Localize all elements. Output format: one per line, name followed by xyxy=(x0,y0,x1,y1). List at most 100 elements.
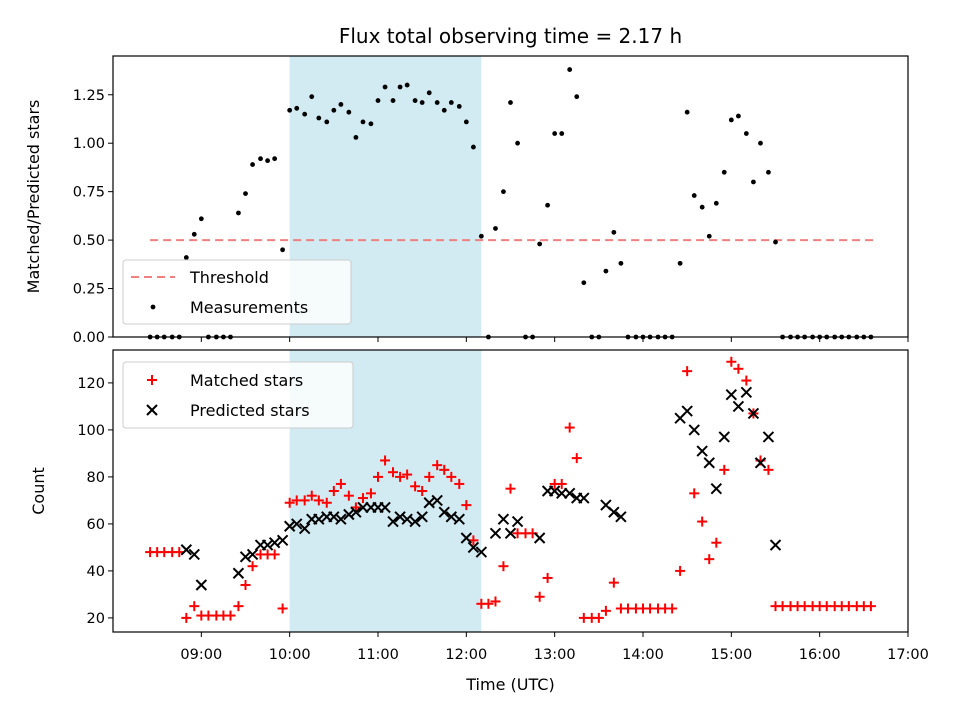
y-tick-label: 0.75 xyxy=(73,185,105,201)
x-axis-label: Time (UTC) xyxy=(465,675,554,694)
measurement-point xyxy=(265,158,270,164)
matched-star-point xyxy=(711,537,722,548)
measurement-point xyxy=(677,260,683,266)
y-tick-label: 120 xyxy=(77,376,105,392)
measurement-point xyxy=(183,255,189,260)
measurement-point xyxy=(501,189,506,195)
measurement-point xyxy=(280,247,285,253)
predicted-star-point xyxy=(703,457,715,469)
measurement-point xyxy=(258,156,263,162)
predicted-star-point xyxy=(696,445,708,457)
measurement-point xyxy=(426,90,432,96)
matched-star-point xyxy=(424,471,435,482)
predicted-star-point xyxy=(335,513,347,525)
threshold-legend-label: Threshold xyxy=(189,268,269,287)
matched-star-point xyxy=(556,478,567,489)
measurement-point xyxy=(390,98,396,103)
predicted-star-point xyxy=(431,494,443,507)
predicted-star-point xyxy=(246,548,259,561)
measurement-point xyxy=(434,100,440,105)
predicted-star-point xyxy=(291,518,303,530)
measurement-point xyxy=(728,117,734,123)
measurement-point xyxy=(412,98,418,103)
measurement-point xyxy=(243,191,248,196)
predicted-star-point xyxy=(453,513,465,525)
measurement-point xyxy=(316,115,322,121)
matched-star-point xyxy=(343,490,354,501)
x-tick-label: 13:00 xyxy=(534,647,576,663)
bottom-y-axis-label: Count xyxy=(29,467,48,515)
predicted-star-point xyxy=(268,536,281,549)
predicted-star-point xyxy=(195,579,208,591)
predicted-star-point xyxy=(688,424,700,436)
bottom-axes: 20 40 60 80 100 120 09:00 10:00 11:00 12:00 13:00… xyxy=(29,349,929,694)
predicted-star-point xyxy=(261,539,274,551)
predicted-star-point xyxy=(387,515,399,528)
predicted-star-point xyxy=(460,532,473,544)
matched-star-point xyxy=(741,375,752,386)
y-tick-label: 1.00 xyxy=(73,136,105,152)
matched-star-point xyxy=(321,497,332,508)
matched-star-point xyxy=(461,500,472,511)
matched-star-point xyxy=(689,488,700,499)
measurement-point xyxy=(773,239,778,245)
measurement-point xyxy=(515,140,520,146)
measurement-point xyxy=(567,67,573,72)
predicted-star-point xyxy=(718,431,730,443)
predicted-star-point xyxy=(313,513,325,525)
measurement-point xyxy=(338,102,344,107)
predicted-star-point xyxy=(548,485,561,497)
matched-star-point xyxy=(357,493,368,504)
measurement-point xyxy=(603,268,609,274)
predicted-star-point xyxy=(416,511,428,523)
matched-star-point xyxy=(335,478,346,489)
measurement-point xyxy=(618,260,624,266)
predicted-star-point xyxy=(298,522,311,535)
measurement-point xyxy=(419,100,425,105)
top-legend-box xyxy=(122,259,352,325)
predicted-star-point xyxy=(423,497,435,509)
matched-star-point xyxy=(542,572,553,583)
measurement-point xyxy=(691,193,697,198)
measurement-point xyxy=(191,231,197,237)
matched-star-point xyxy=(225,610,236,621)
measurement-point xyxy=(302,111,308,117)
predicted-star-point xyxy=(563,487,576,500)
measurement-point xyxy=(537,241,543,247)
predicted-star-point xyxy=(511,515,524,528)
measurement-point xyxy=(360,119,366,125)
predicted-star-point xyxy=(608,506,620,518)
predicted-star-point xyxy=(467,541,480,554)
matched-star-point xyxy=(284,497,295,508)
matched-star-point xyxy=(498,561,509,572)
bottom-legend: Matched stars Predicted stars xyxy=(122,361,354,429)
matched-star-point xyxy=(726,356,737,367)
matched-star-point xyxy=(365,488,376,499)
measurement-point xyxy=(751,179,756,185)
measurement-point xyxy=(508,100,513,105)
y-tick-label: 100 xyxy=(77,423,105,439)
x-tick-label: 10:00 xyxy=(269,647,311,663)
predicted-star-point xyxy=(533,532,546,544)
measurement-point xyxy=(441,107,447,113)
predicted-star-point xyxy=(578,492,590,504)
measurement-point xyxy=(324,119,330,125)
predicted-star-point xyxy=(489,527,502,540)
predicted-star-point xyxy=(401,513,413,525)
measurement-point xyxy=(478,233,484,239)
x-tick-label: 12:00 xyxy=(445,647,487,663)
matched-star-point xyxy=(439,464,450,475)
measurement-point xyxy=(198,216,204,222)
predicted-star-point xyxy=(747,407,760,420)
measurement-point xyxy=(309,94,315,100)
matched-star-point xyxy=(189,601,200,612)
x-tick-label: 17:00 xyxy=(887,647,929,663)
y-tick-label: 60 xyxy=(87,517,105,533)
matched-star-point xyxy=(306,490,317,501)
measurements-legend-swatch xyxy=(150,304,156,310)
predicted-star-point xyxy=(497,513,510,525)
measurement-point xyxy=(382,84,388,90)
measurement-point xyxy=(287,107,293,113)
matched-star-point xyxy=(181,612,192,623)
